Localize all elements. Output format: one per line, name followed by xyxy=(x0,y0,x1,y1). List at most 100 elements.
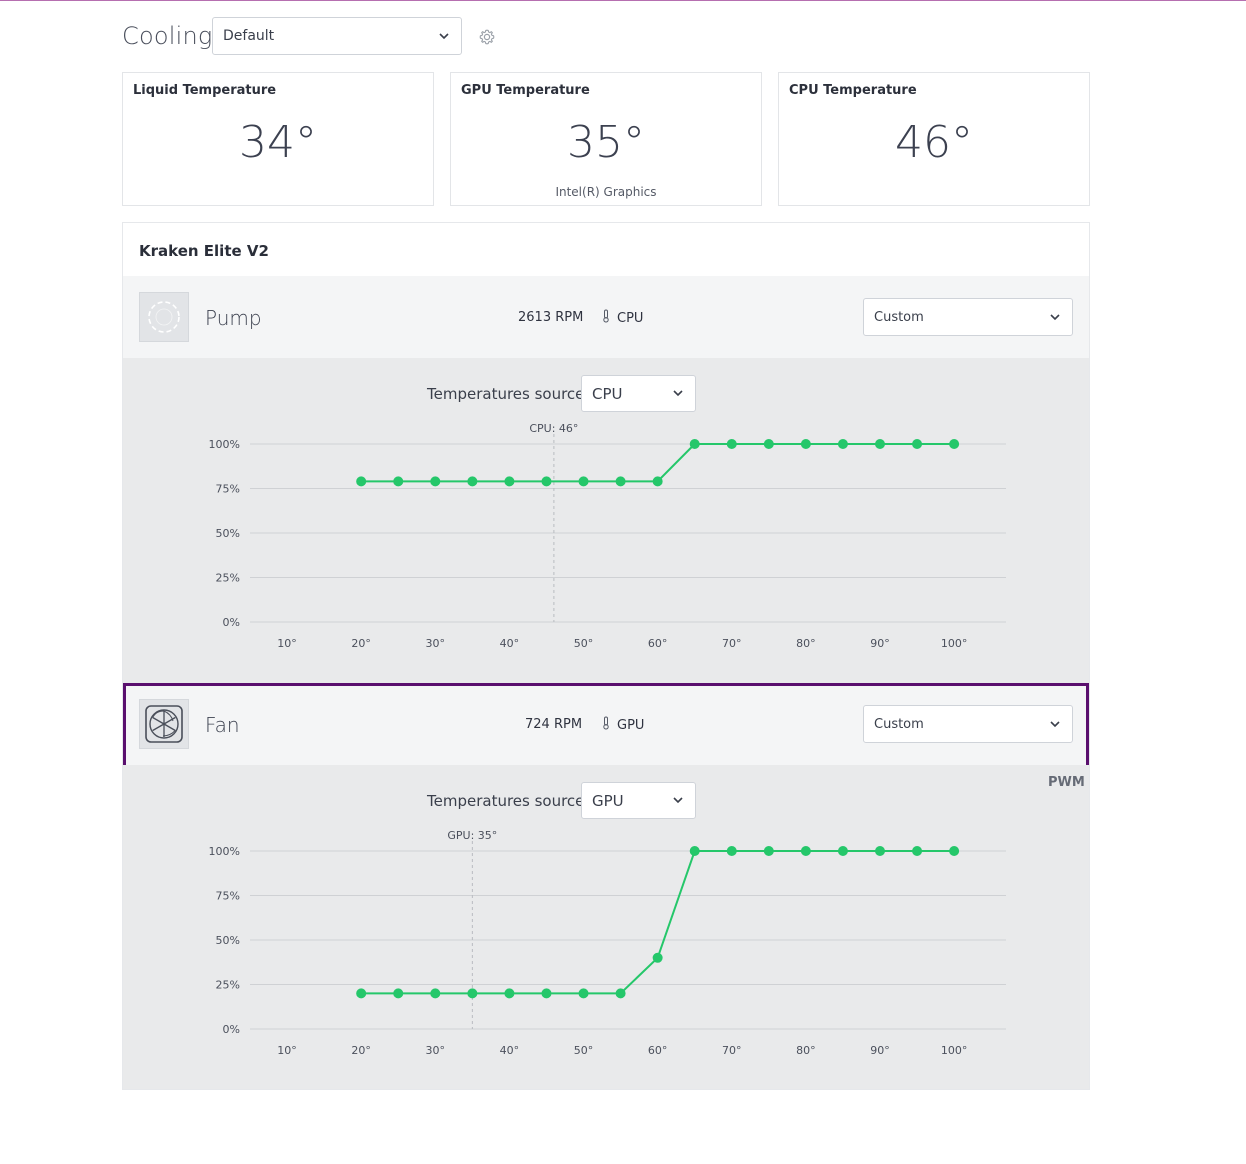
x-tick-label: 70° xyxy=(722,1044,742,1057)
fan-rpm: 724 RPM xyxy=(525,717,583,732)
card-value: 34° xyxy=(239,117,317,168)
y-tick-label: 25% xyxy=(216,572,240,585)
curve-point[interactable] xyxy=(652,952,663,963)
curve-point[interactable] xyxy=(912,846,923,856)
x-tick-label: 30° xyxy=(426,637,446,650)
fan-curve-chart[interactable]: 0% 25% 50% 75% 100% 10° 20° 30° 40° 50° 60° 70° 80° 9… xyxy=(123,817,1089,1077)
x-tick-label: 40° xyxy=(500,1044,519,1057)
x-tick-label: 20° xyxy=(351,1044,371,1057)
pump-source-label: CPU xyxy=(617,310,644,326)
curve-line xyxy=(361,443,955,483)
curve-point[interactable] xyxy=(800,846,811,856)
fan-label: Fan xyxy=(205,713,240,737)
fan-mode-select[interactable]: Custom xyxy=(863,705,1073,743)
fan-mode-value: Custom xyxy=(874,716,924,732)
curve-point[interactable] xyxy=(763,439,774,449)
fan-temp-source-select[interactable]: GPU xyxy=(581,782,696,819)
profile-select[interactable]: Default xyxy=(212,17,462,55)
curve-point[interactable] xyxy=(467,988,478,999)
y-tick-label: 0% xyxy=(223,1023,240,1036)
thermometer-icon xyxy=(602,716,610,734)
card-value: 46° xyxy=(895,117,973,168)
page-title: Cooling xyxy=(122,22,213,50)
curve-point[interactable] xyxy=(393,476,404,487)
curve-point[interactable] xyxy=(615,988,626,999)
curve-point[interactable] xyxy=(726,846,737,856)
curve-point[interactable] xyxy=(837,846,848,856)
x-tick-label: 80° xyxy=(796,637,816,650)
curve-point[interactable] xyxy=(578,476,589,487)
fan-curve-area xyxy=(123,765,1089,1089)
chevron-down-icon xyxy=(672,388,684,400)
x-tick-label: 70° xyxy=(722,637,742,650)
fan-temp-source-value: GPU xyxy=(592,791,624,810)
curve-point[interactable] xyxy=(356,476,367,487)
fan-temp-source-label: Temperatures source: xyxy=(427,792,590,810)
curve-point[interactable] xyxy=(430,476,441,487)
curve-point[interactable] xyxy=(949,439,960,449)
curve-point[interactable] xyxy=(467,476,478,487)
chevron-down-icon xyxy=(438,30,450,42)
cpu-temperature-card: CPU Temperature 46° xyxy=(778,72,1090,206)
curve-point[interactable] xyxy=(800,439,811,449)
thermometer-icon xyxy=(602,309,610,327)
curve-line xyxy=(361,850,955,995)
x-tick-label: 50° xyxy=(574,1044,594,1057)
window-top-accent-line xyxy=(0,0,1246,1)
y-tick-label: 100% xyxy=(209,845,240,858)
curve-point[interactable] xyxy=(504,988,515,999)
x-tick-label: 10° xyxy=(277,637,297,650)
card-title: GPU Temperature xyxy=(461,83,590,98)
pump-fan-curve-chart[interactable]: 0% 25% 50% 75% 100% 10° 20° 30° 40° 50° 60° 70° 80° 9… xyxy=(123,410,1089,670)
profile-select-value: Default xyxy=(223,28,275,44)
pump-temp-source-select[interactable]: CPU xyxy=(581,375,696,412)
x-tick-label: 60° xyxy=(648,1044,668,1057)
curve-point[interactable] xyxy=(541,988,552,999)
y-tick-label: 75% xyxy=(216,483,240,496)
curve-point[interactable] xyxy=(356,988,367,999)
x-tick-label: 100° xyxy=(941,637,968,650)
pump-temp-source-label: Temperatures source: xyxy=(427,385,590,403)
curve-point[interactable] xyxy=(875,846,885,856)
x-tick-label: 10° xyxy=(277,1044,297,1057)
device-name: Kraken Elite V2 xyxy=(139,242,269,260)
current-temp-marker-label: GPU: 35° xyxy=(447,829,497,842)
pump-label: Pump xyxy=(205,306,262,330)
curve-point[interactable] xyxy=(393,988,404,999)
curve-point[interactable] xyxy=(949,846,960,856)
x-tick-label: 40° xyxy=(500,637,519,650)
curve-point[interactable] xyxy=(875,439,885,449)
card-title: Liquid Temperature xyxy=(133,83,277,98)
card-title: CPU Temperature xyxy=(789,83,917,98)
pump-mode-select[interactable]: Custom xyxy=(863,298,1073,336)
curve-point[interactable] xyxy=(652,476,663,487)
x-tick-label: 90° xyxy=(870,637,890,650)
curve-point[interactable] xyxy=(726,439,737,449)
curve-point[interactable] xyxy=(578,988,589,999)
x-tick-label: 20° xyxy=(351,637,371,650)
y-tick-label: 75% xyxy=(216,890,240,903)
curve-point[interactable] xyxy=(763,846,774,856)
card-value: 35° xyxy=(567,117,645,168)
pump-rpm: 2613 RPM xyxy=(518,310,584,325)
x-tick-label: 60° xyxy=(648,637,668,650)
curve-point[interactable] xyxy=(689,439,700,449)
curve-point[interactable] xyxy=(837,439,848,449)
pump-source-tag: CPU xyxy=(602,309,643,327)
x-tick-label: 80° xyxy=(796,1044,816,1057)
curve-point[interactable] xyxy=(430,988,441,999)
fan-icon xyxy=(139,699,189,749)
pump-curve-area xyxy=(123,358,1089,684)
pwm-badge: PWM xyxy=(1048,775,1085,790)
curve-point[interactable] xyxy=(541,476,552,487)
gear-icon[interactable] xyxy=(477,27,497,47)
chevron-down-icon xyxy=(672,795,684,807)
curve-point[interactable] xyxy=(504,476,515,487)
x-tick-label: 100° xyxy=(941,1044,968,1057)
curve-point[interactable] xyxy=(689,846,700,856)
y-tick-label: 100% xyxy=(209,438,240,451)
pump-temp-source-value: CPU xyxy=(592,384,623,403)
curve-point[interactable] xyxy=(615,476,626,487)
pump-ring-icon xyxy=(139,292,189,342)
curve-point[interactable] xyxy=(912,439,923,449)
